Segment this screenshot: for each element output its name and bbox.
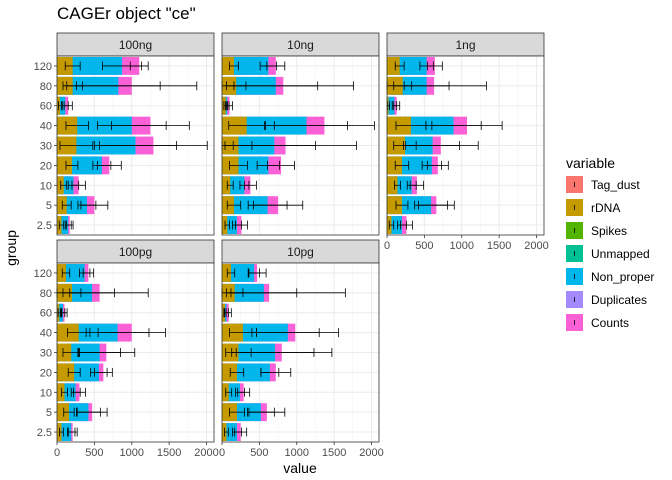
- x-tick-label: 1000: [120, 447, 144, 459]
- legend-label: Spikes: [591, 224, 627, 238]
- y-tick-label: 120: [34, 268, 52, 280]
- x-tick-label: 2000: [194, 447, 218, 459]
- y-tick-label: 10: [40, 387, 52, 399]
- x-tick-label: 1500: [157, 447, 181, 459]
- legend-label: Unmapped: [591, 247, 650, 261]
- x-tick-label: 1000: [285, 447, 309, 459]
- y-tick-label: 10: [40, 180, 52, 192]
- facet-panel-1ng: 1ng 0 500 1000 1500 2000: [384, 32, 549, 252]
- facet-panel-10pg: 10pg 0 500 1000 1500 2000: [219, 239, 384, 459]
- legend-label: Counts: [591, 316, 629, 330]
- x-tick-label: 2000: [359, 447, 383, 459]
- bar-non-proper: [387, 96, 395, 115]
- facet-strip-label: 1ng: [455, 38, 475, 52]
- facet-strip-label: 10ng: [287, 38, 314, 52]
- bar-rdna: [387, 196, 402, 215]
- y-tick-label: 5: [46, 200, 52, 212]
- legend-item: Counts: [566, 314, 629, 331]
- bar-rdna: [387, 176, 398, 195]
- x-tick-label: 500: [85, 447, 103, 459]
- y-tick-label: 40: [40, 121, 52, 133]
- y-tick-label: 2.5: [37, 427, 52, 439]
- y-tick-label: 20: [40, 367, 52, 379]
- bar-rdna: [57, 263, 66, 282]
- y-tick-label: 80: [40, 81, 52, 93]
- facet-panel-100ng: 100ng 2.5 5 10 20 30 40 60 80 120: [34, 32, 215, 236]
- legend-item: Non_proper: [566, 268, 654, 285]
- x-tick-label: 500: [250, 447, 268, 459]
- x-tick-label: 2000: [524, 240, 548, 252]
- x-tick-label: 1500: [487, 240, 511, 252]
- legend-item: Spikes: [566, 222, 627, 239]
- legend-label: Tag_dust: [591, 178, 640, 192]
- bar-non-proper: [57, 56, 123, 75]
- legend-item: rDNA: [566, 199, 620, 216]
- bar-rdna: [57, 383, 65, 402]
- x-tick-label: 0: [54, 447, 60, 459]
- panel-border: [221, 55, 380, 236]
- y-tick-label: 5: [46, 407, 52, 419]
- x-tick-label: 500: [415, 240, 433, 252]
- legend-title: variable: [566, 155, 615, 171]
- bar-rdna: [57, 403, 69, 422]
- y-tick-label: 2.5: [37, 220, 52, 232]
- bar-rdna: [222, 263, 231, 282]
- y-tick-label: 20: [40, 160, 52, 172]
- facet-strip-label: 10pg: [287, 245, 314, 259]
- legend-item: Duplicates: [566, 291, 647, 308]
- facet-panel-100pg: 100pg 2.5 5 10 20 30 40 60 80 120 0 500 1000 1500 2000: [34, 239, 219, 459]
- y-tick-label: 30: [40, 141, 52, 153]
- x-tick-label: 1000: [450, 240, 474, 252]
- bar-rdna: [387, 56, 400, 75]
- y-axis-label: group: [3, 230, 19, 266]
- legend-label: Duplicates: [591, 293, 647, 307]
- x-tick-label: 0: [219, 447, 225, 459]
- legend-label: Non_proper: [591, 270, 654, 284]
- bar-rdna: [387, 156, 402, 175]
- chart-title: CAGEr object "ce": [57, 4, 196, 23]
- x-tick-label: 1500: [322, 447, 346, 459]
- bar-rdna: [57, 156, 72, 175]
- bar-rdna: [222, 56, 234, 75]
- panel-border: [221, 262, 380, 443]
- bar-rdna: [222, 363, 237, 382]
- legend: variable Tag_dust rDNA Spikes Unmapped Non_p…: [566, 155, 654, 331]
- y-tick-label: 60: [40, 101, 52, 113]
- facet-strip-label: 100pg: [119, 245, 152, 259]
- y-tick-label: 80: [40, 288, 52, 300]
- bar-rdna: [222, 176, 231, 195]
- y-tick-label: 30: [40, 348, 52, 360]
- y-tick-label: 120: [34, 61, 52, 73]
- x-axis-label: value: [283, 460, 317, 476]
- legend-item: Tag_dust: [566, 176, 640, 193]
- x-tick-label: 0: [384, 240, 390, 252]
- legend-item: Unmapped: [566, 245, 650, 262]
- y-tick-label: 40: [40, 328, 52, 340]
- bar-rdna: [57, 363, 75, 382]
- facet-panel-10ng: 10ng: [221, 32, 380, 236]
- y-tick-label: 60: [40, 308, 52, 320]
- legend-label: rDNA: [591, 201, 620, 215]
- facet-strip-label: 100ng: [119, 38, 152, 52]
- panel-border: [386, 55, 545, 236]
